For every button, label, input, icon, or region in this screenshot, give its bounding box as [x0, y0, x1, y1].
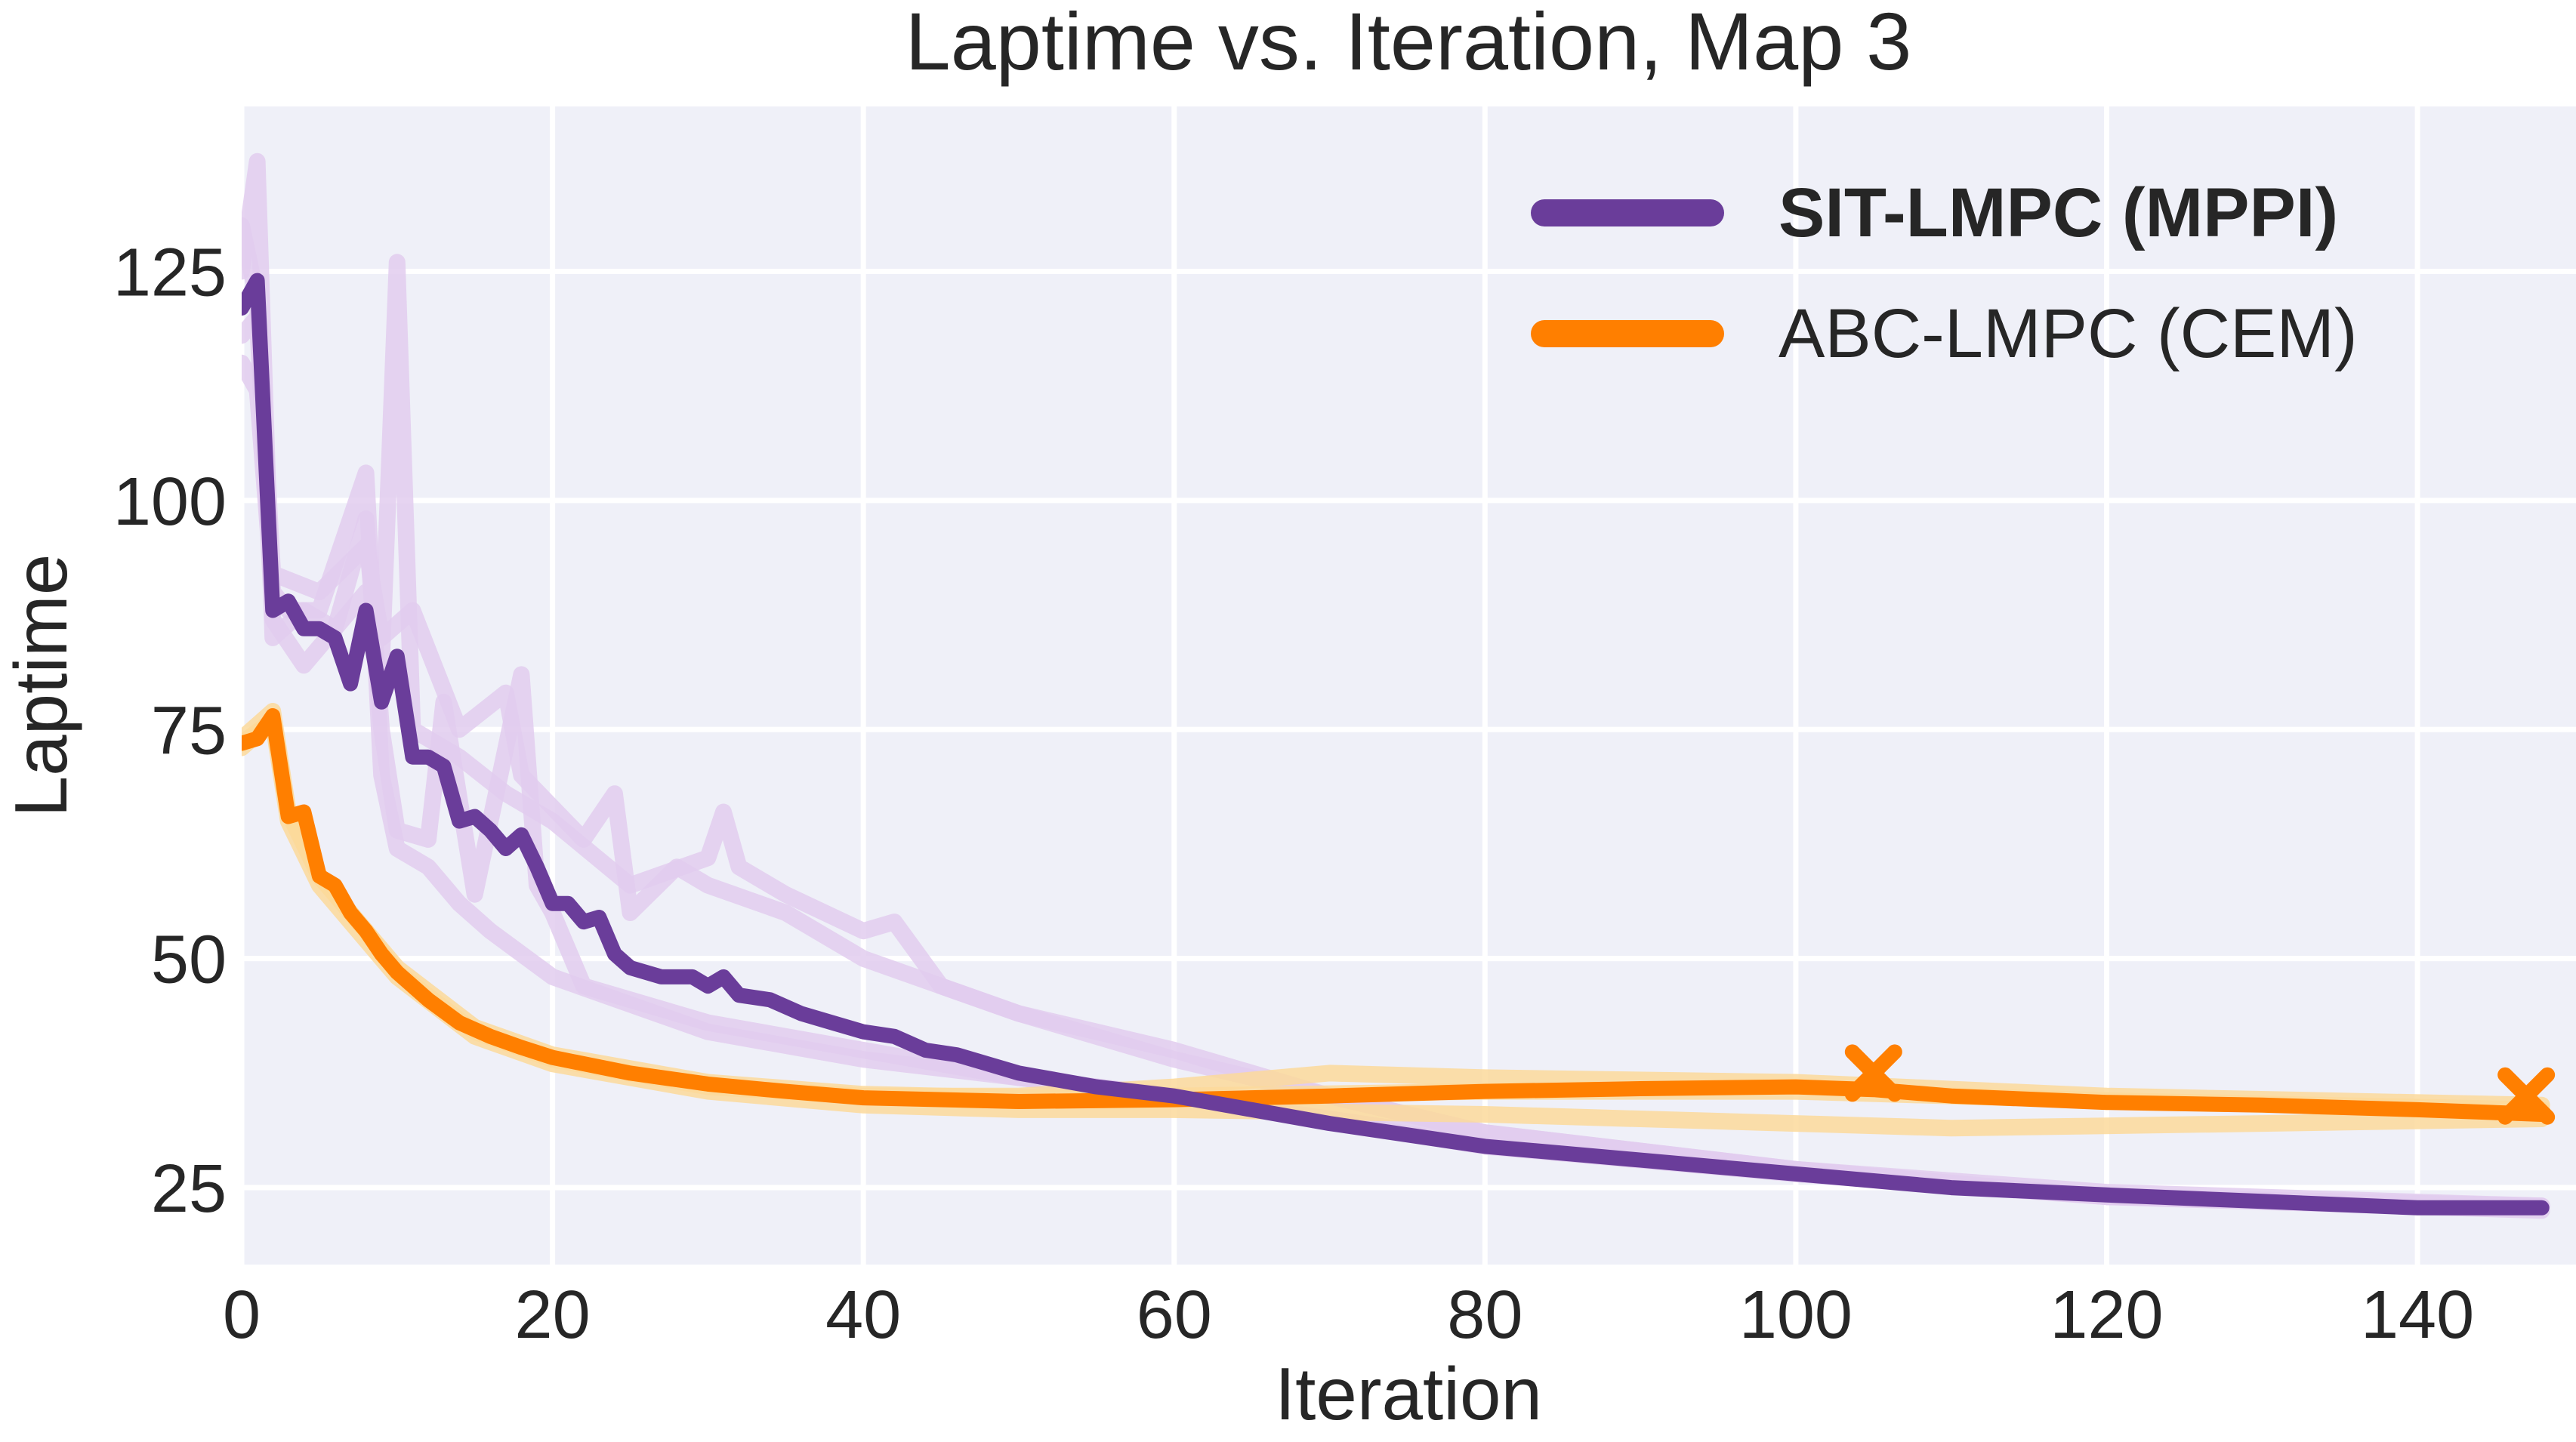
x-tick-labels: 0 20 40 60 80 100 120 140	[223, 1277, 2474, 1353]
legend-label-sit: SIT-LMPC (MPPI)	[1779, 174, 2338, 251]
markers	[1844, 1044, 2556, 1125]
y-tick-label: 125	[113, 235, 227, 310]
series-line	[242, 273, 2550, 1216]
x-tick-label: 80	[1447, 1277, 1522, 1353]
x-tick-label: 140	[2361, 1277, 2474, 1353]
y-tick-label: 100	[113, 464, 227, 540]
y-tick-label: 50	[151, 923, 227, 998]
legend: SIT-LMPC (MPPI) ABC-LMPC (CEM)	[1531, 174, 2358, 372]
chart-title: Laptime vs. Iteration, Map 3	[905, 0, 1912, 87]
y-tick-labels: 25 50 75 100 125	[113, 235, 227, 1227]
y-axis-label: Laptime	[0, 554, 82, 818]
x-tick-label: 40	[825, 1277, 901, 1353]
grid	[239, 106, 2576, 1265]
y-tick-label: 25	[151, 1151, 227, 1227]
x-axis-label: Iteration	[1275, 1352, 1542, 1435]
legend-label-abc: ABC-LMPC (CEM)	[1779, 295, 2358, 372]
x-marker	[2497, 1067, 2556, 1125]
x-tick-label: 0	[223, 1277, 261, 1353]
x-tick-label: 20	[515, 1277, 591, 1353]
x-tick-label: 100	[1739, 1277, 1853, 1353]
x-tick-label: 60	[1137, 1277, 1212, 1353]
x-tick-label: 120	[2050, 1277, 2163, 1353]
y-tick-label: 75	[151, 693, 227, 769]
x-marker	[1844, 1044, 1902, 1102]
